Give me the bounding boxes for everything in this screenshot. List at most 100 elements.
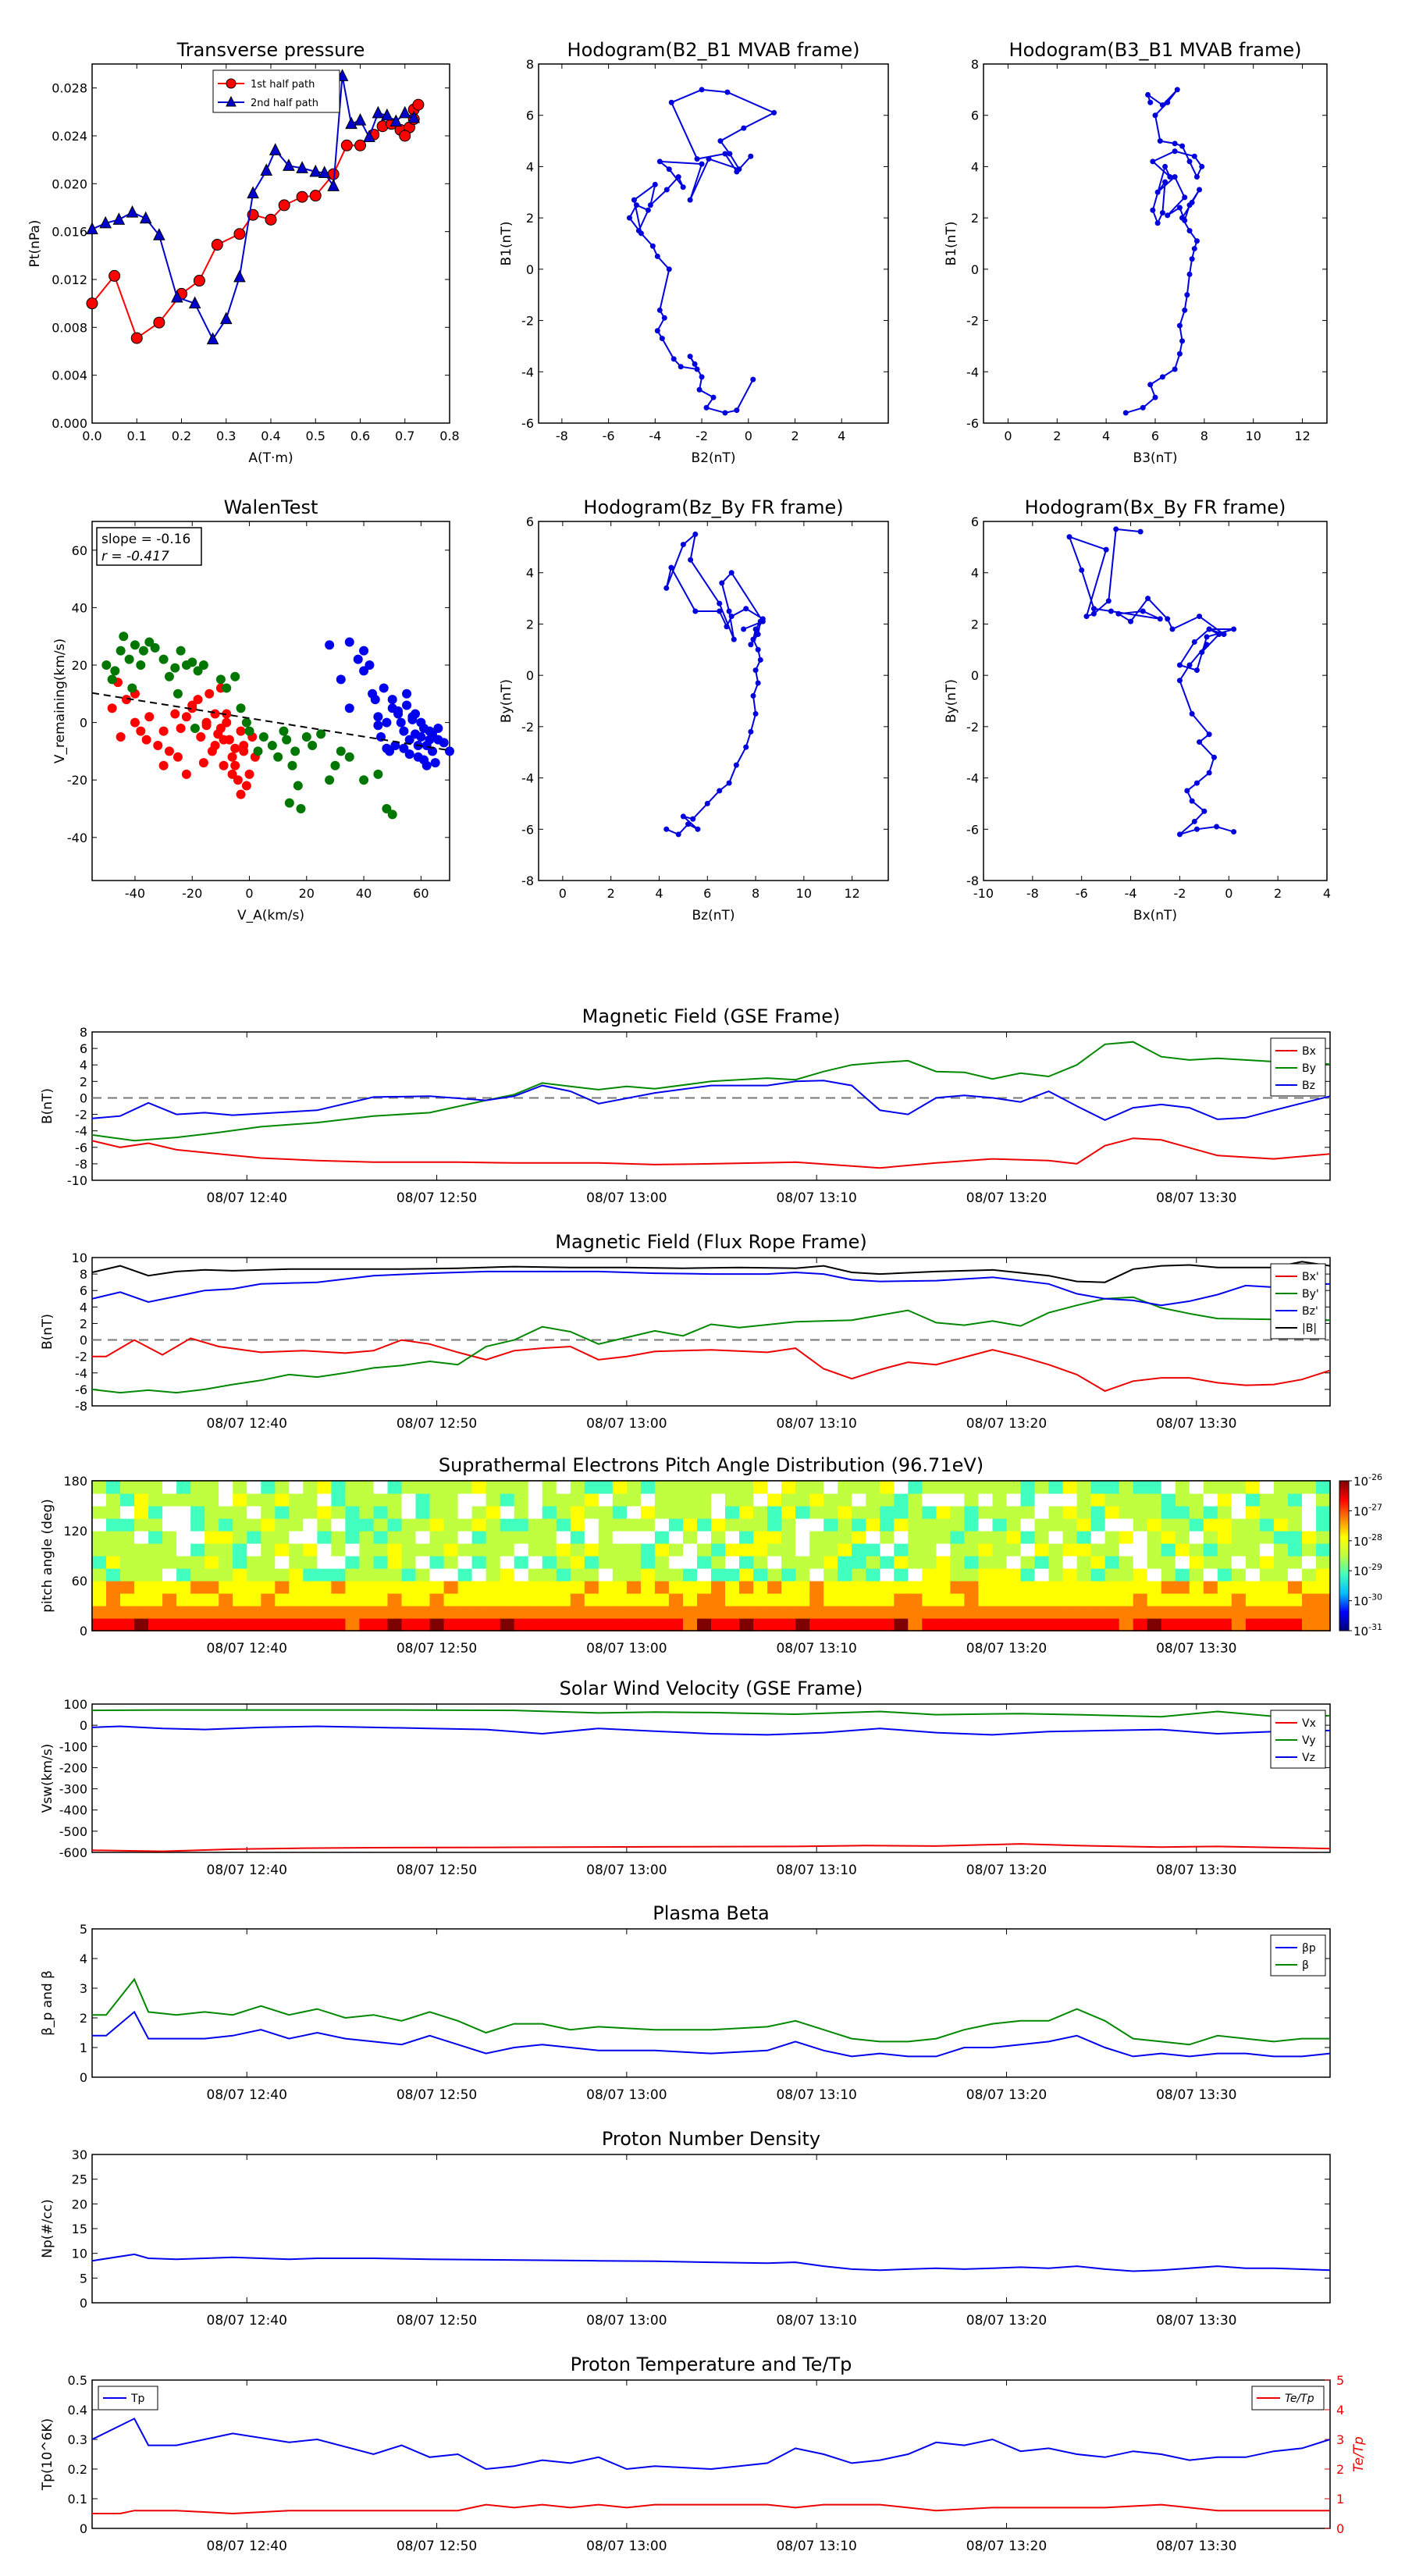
heatmap-cell <box>978 1606 993 1619</box>
heatmap-cell <box>1245 1543 1261 1557</box>
y-axis-label: V_remaining(km/s) <box>52 639 68 763</box>
hodogram-point <box>734 407 740 414</box>
axes-frame <box>91 521 450 881</box>
hodogram-point <box>663 826 670 832</box>
hodogram-point <box>694 366 700 372</box>
heatmap-cell <box>148 1506 163 1519</box>
hodogram-point <box>666 266 672 272</box>
heatmap-cell <box>1104 1531 1120 1544</box>
hodogram-point <box>755 680 761 686</box>
hodogram-point <box>1122 410 1129 416</box>
heatmap-cell <box>795 1481 810 1494</box>
heatmap-cell <box>205 1518 219 1532</box>
walen-point-red <box>210 741 220 751</box>
heatmap-cell <box>1161 1618 1176 1631</box>
hodogram-point <box>1186 662 1193 668</box>
heatmap-cell <box>1189 1531 1204 1544</box>
heatmap-cell <box>514 1543 529 1557</box>
x-tick-label: 2 <box>607 886 615 901</box>
hodogram-point <box>656 158 663 165</box>
data-point <box>260 163 273 176</box>
heatmap-cell <box>1273 1556 1289 1569</box>
hodogram-point <box>1174 87 1180 93</box>
heatmap-cell <box>978 1506 993 1519</box>
heatmap-cell <box>1034 1618 1050 1631</box>
heatmap-cell <box>289 1481 304 1494</box>
heatmap-cell <box>1231 1581 1247 1594</box>
heatmap-cell <box>486 1618 501 1631</box>
annotation-box <box>96 527 202 566</box>
colorbar-exponent: -26 <box>1368 1472 1382 1482</box>
walen-point-red <box>236 726 246 736</box>
walen-point-red <box>239 741 249 751</box>
heatmap-cell <box>120 1518 135 1532</box>
heatmap-cell <box>654 1581 670 1594</box>
legend-label: Te/Tp <box>1285 2393 1314 2405</box>
heatmap-cell <box>668 1618 684 1631</box>
hodogram-point <box>1199 649 1205 656</box>
chart-bfr: Magnetic Field (Flux Rope Frame)08/07 12… <box>40 1231 1331 1432</box>
hodogram-point <box>724 89 731 95</box>
heatmap-cell <box>654 1568 670 1582</box>
heatmap-cell <box>219 1593 233 1606</box>
heatmap-cell <box>331 1568 346 1582</box>
x-tick-label: 2 <box>791 429 799 443</box>
heatmap-cell <box>1076 1568 1092 1582</box>
time-tick-label: 08/07 12:40 <box>207 1416 287 1432</box>
hodogram-point <box>670 356 677 362</box>
hodogram-point <box>752 626 759 632</box>
heatmap-cell <box>471 1556 487 1569</box>
heatmap-cell <box>823 1531 838 1544</box>
heatmap-cell <box>134 1606 149 1619</box>
series-Vx <box>91 1843 1331 1852</box>
heatmap-cell <box>176 1593 191 1606</box>
heatmap-cell <box>190 1543 205 1557</box>
walen-point-blue <box>433 735 443 745</box>
heatmap-cell <box>1189 1543 1204 1557</box>
heatmap-cell <box>401 1568 417 1582</box>
heatmap-cell <box>457 1543 473 1557</box>
heatmap-cell <box>767 1493 782 1507</box>
x-tick-label: 8 <box>752 886 759 901</box>
heatmap-cell <box>106 1568 121 1582</box>
heatmap-cell <box>894 1581 909 1594</box>
heatmap-cell <box>795 1568 810 1582</box>
colorbar-label: 10-29 <box>1353 1562 1382 1578</box>
walen-point-green <box>373 769 383 779</box>
heatmap-cell <box>1259 1493 1275 1507</box>
heatmap-cell <box>1119 1606 1134 1619</box>
hodogram-point <box>1152 394 1158 400</box>
heatmap-cell <box>1133 1506 1148 1519</box>
heatmap-cell <box>331 1481 346 1494</box>
heatmap-cell <box>626 1543 642 1557</box>
heatmap-cell <box>781 1543 796 1557</box>
heatmap-cell <box>823 1556 838 1569</box>
y-tick-label: 0 <box>80 1091 87 1105</box>
heatmap-cell <box>852 1568 866 1582</box>
heatmap-cell <box>429 1506 445 1519</box>
time-tick-label: 08/07 13:10 <box>776 2087 856 2103</box>
heatmap-cell <box>1316 1556 1331 1569</box>
data-point <box>193 275 205 287</box>
heatmap-cell <box>1062 1493 1078 1507</box>
heatmap-cell <box>486 1481 501 1494</box>
heatmap-cell <box>626 1581 642 1594</box>
heatmap-cell <box>92 1506 107 1519</box>
heatmap-cell <box>303 1481 318 1494</box>
heatmap-cell <box>303 1531 318 1544</box>
y-tick-label: 2 <box>80 2011 87 2026</box>
heatmap-cell <box>1006 1543 1022 1557</box>
hodogram-point <box>678 364 684 370</box>
heatmap-cell <box>261 1593 276 1606</box>
walen-point-red <box>158 760 169 770</box>
heatmap-cell <box>838 1506 852 1519</box>
heatmap-cell <box>753 1618 768 1631</box>
heatmap-cell <box>852 1593 866 1606</box>
data-point <box>340 139 353 151</box>
heatmap-cell <box>486 1543 501 1557</box>
heatmap-cell <box>190 1493 205 1507</box>
heatmap-cell <box>176 1568 191 1582</box>
heatmap-cell <box>443 1531 459 1544</box>
heatmap-cell <box>1175 1481 1190 1494</box>
walen-point-blue <box>379 683 389 693</box>
